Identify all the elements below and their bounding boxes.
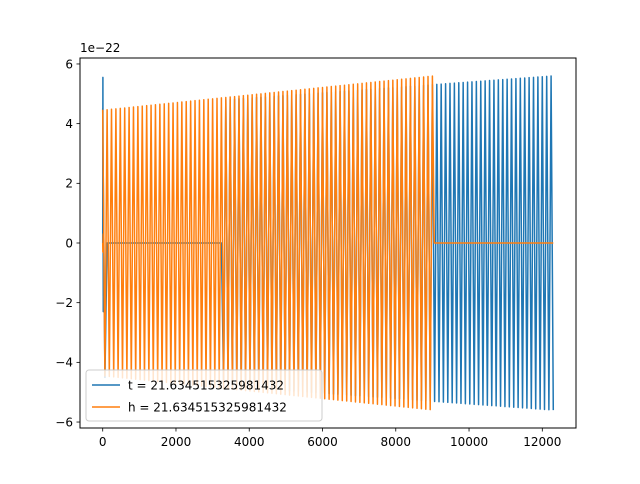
- x-tick-label: 12000: [523, 435, 561, 449]
- series-line-h: [101, 75, 554, 411]
- x-tick-label: 10000: [450, 435, 488, 449]
- series-layer: [101, 75, 555, 411]
- y-tick-label: 2: [65, 177, 73, 191]
- x-tick-label: 8000: [380, 435, 411, 449]
- y-tick-label: −2: [55, 296, 73, 310]
- y-tick-label: 6: [65, 57, 73, 71]
- y-axis: −6 −4 −2 0 2 4 6: [55, 57, 80, 429]
- x-tick-label: 4000: [234, 435, 265, 449]
- y-offset-label: 1e−22: [80, 41, 120, 55]
- y-tick-label: 0: [65, 236, 73, 250]
- x-axis: 0 2000 4000 6000 8000 10000 12000: [99, 428, 561, 449]
- y-tick-label: −4: [55, 356, 73, 370]
- legend-label-t: t = 21.634515325981432: [128, 379, 284, 393]
- x-tick-label: 0: [99, 435, 107, 449]
- legend-label-h: h = 21.634515325981432: [128, 401, 287, 415]
- y-tick-label: 4: [65, 117, 73, 131]
- legend: t = 21.634515325981432 h = 21.6345153259…: [85, 369, 323, 422]
- legend-box: [85, 369, 323, 422]
- y-tick-label: −6: [55, 415, 73, 429]
- x-tick-label: 2000: [161, 435, 192, 449]
- x-tick-label: 6000: [307, 435, 338, 449]
